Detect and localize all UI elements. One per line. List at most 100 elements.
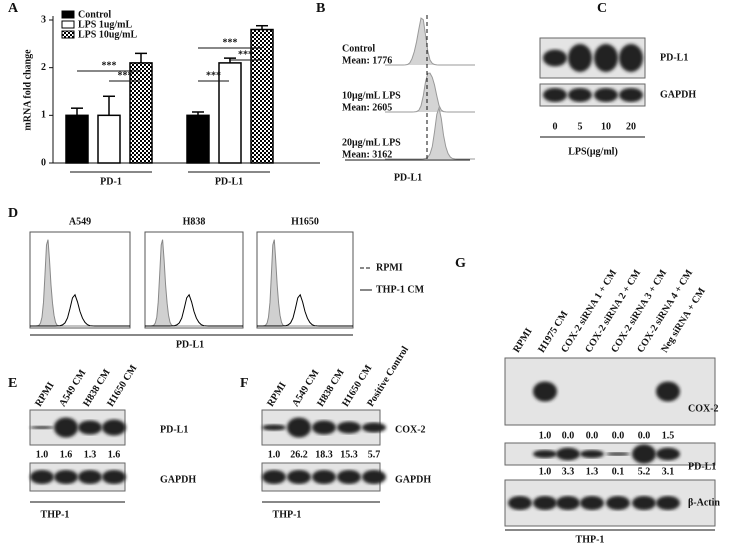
row-label: Control (342, 43, 375, 54)
lane-label: RPMI (265, 380, 289, 409)
histogram (385, 72, 475, 113)
quant-label: 1.3 (586, 466, 599, 477)
quant-label: 5.7 (368, 449, 381, 460)
y-tick-label: 2 (41, 62, 46, 73)
band (656, 496, 680, 510)
quant-label: 5.2 (638, 466, 651, 477)
band (556, 496, 580, 510)
band (287, 470, 311, 484)
lane-label: RPMI (33, 380, 57, 409)
x-tick-label: PD-1 (100, 176, 122, 187)
panel-label: E (8, 376, 17, 391)
quant-label: 3.1 (662, 466, 675, 477)
error-bar (192, 111, 204, 116)
lane-label: 5 (578, 121, 583, 132)
panel-label: B (316, 1, 325, 16)
band-label: COX-2 (688, 403, 719, 414)
band (262, 470, 286, 484)
band (102, 419, 126, 436)
band-label: β-Actin (688, 497, 720, 508)
band (543, 49, 567, 67)
lane-label: RPMI (511, 326, 535, 355)
lane-label: 0 (553, 121, 558, 132)
band (543, 88, 567, 102)
significance-label: *** (223, 37, 238, 48)
quant-label: 3.3 (562, 466, 575, 477)
cell-label: THP-1 (41, 509, 70, 520)
band (30, 470, 54, 484)
x-axis-label: PD-L1 (176, 339, 204, 350)
error-bar (256, 24, 268, 30)
band-label: GAPDH (395, 474, 431, 485)
band-label: PD-L1 (160, 424, 188, 435)
y-tick-label: 1 (41, 110, 46, 121)
histogram (385, 17, 475, 66)
band (606, 496, 630, 510)
band (337, 470, 361, 484)
band (632, 444, 656, 464)
bar (250, 28, 274, 164)
band (568, 44, 592, 72)
band (362, 422, 386, 433)
bar (65, 114, 89, 164)
band (656, 381, 680, 402)
band (508, 496, 532, 510)
y-axis-label: mRNA fold change (22, 49, 33, 131)
histogram (145, 293, 243, 327)
row-mean: Mean: 1776 (342, 55, 392, 66)
band (78, 470, 102, 484)
significance-label: *** (206, 70, 221, 81)
quant-label: 1.5 (662, 430, 675, 441)
band (533, 450, 557, 458)
row-label: 10μg/mL LPS (342, 90, 401, 101)
band (287, 417, 311, 438)
band (533, 381, 557, 402)
band (102, 470, 126, 484)
band (568, 88, 592, 102)
blot (539, 83, 646, 107)
y-tick-label: 0 (41, 157, 46, 168)
quant-label: 1.6 (60, 449, 73, 460)
band (606, 452, 630, 456)
quant-label: 0.0 (586, 430, 599, 441)
lane-label: H1650 CM (105, 363, 139, 409)
row-label: 20μg/mL LPS (342, 137, 401, 148)
quant-label: 1.6 (108, 449, 121, 460)
legend-label: RPMI (376, 262, 403, 273)
band (580, 450, 604, 458)
quant-label: 0.0 (562, 430, 575, 441)
panel-label: C (597, 1, 607, 16)
error-bar (135, 52, 147, 63)
band-label: PD-L1 (688, 461, 716, 472)
significance-label: *** (238, 49, 253, 60)
band (556, 447, 580, 461)
band-label: GAPDH (660, 89, 696, 100)
band (533, 496, 557, 510)
band (619, 88, 643, 102)
band (337, 421, 361, 434)
legend-label: LPS 10ug/mL (78, 29, 138, 40)
lane-label: Neg siRNA + CM (659, 285, 708, 354)
bar (186, 114, 210, 164)
y-tick-label: 3 (41, 14, 46, 25)
panel-label: G (455, 256, 466, 271)
sample-label: H1650 (291, 216, 319, 227)
band (619, 44, 643, 72)
band (78, 420, 102, 435)
histogram-frame (256, 231, 354, 329)
band-label: GAPDH (160, 474, 196, 485)
quant-label: 0.0 (638, 430, 651, 441)
legend-label: Control (78, 9, 111, 20)
band (262, 424, 286, 431)
quant-label: 1.0 (268, 449, 281, 460)
cell-label: THP-1 (576, 534, 605, 545)
x-tick-label: PD-L1 (215, 176, 243, 187)
legend-label: LPS 1ug/mL (78, 19, 133, 30)
band-label: PD-L1 (660, 52, 688, 63)
band (362, 470, 386, 484)
band-label: COX-2 (395, 424, 426, 435)
band (312, 470, 336, 484)
legend-label: THP-1 CM (376, 284, 425, 295)
significance-label: *** (102, 60, 117, 71)
error-bar (103, 95, 115, 116)
